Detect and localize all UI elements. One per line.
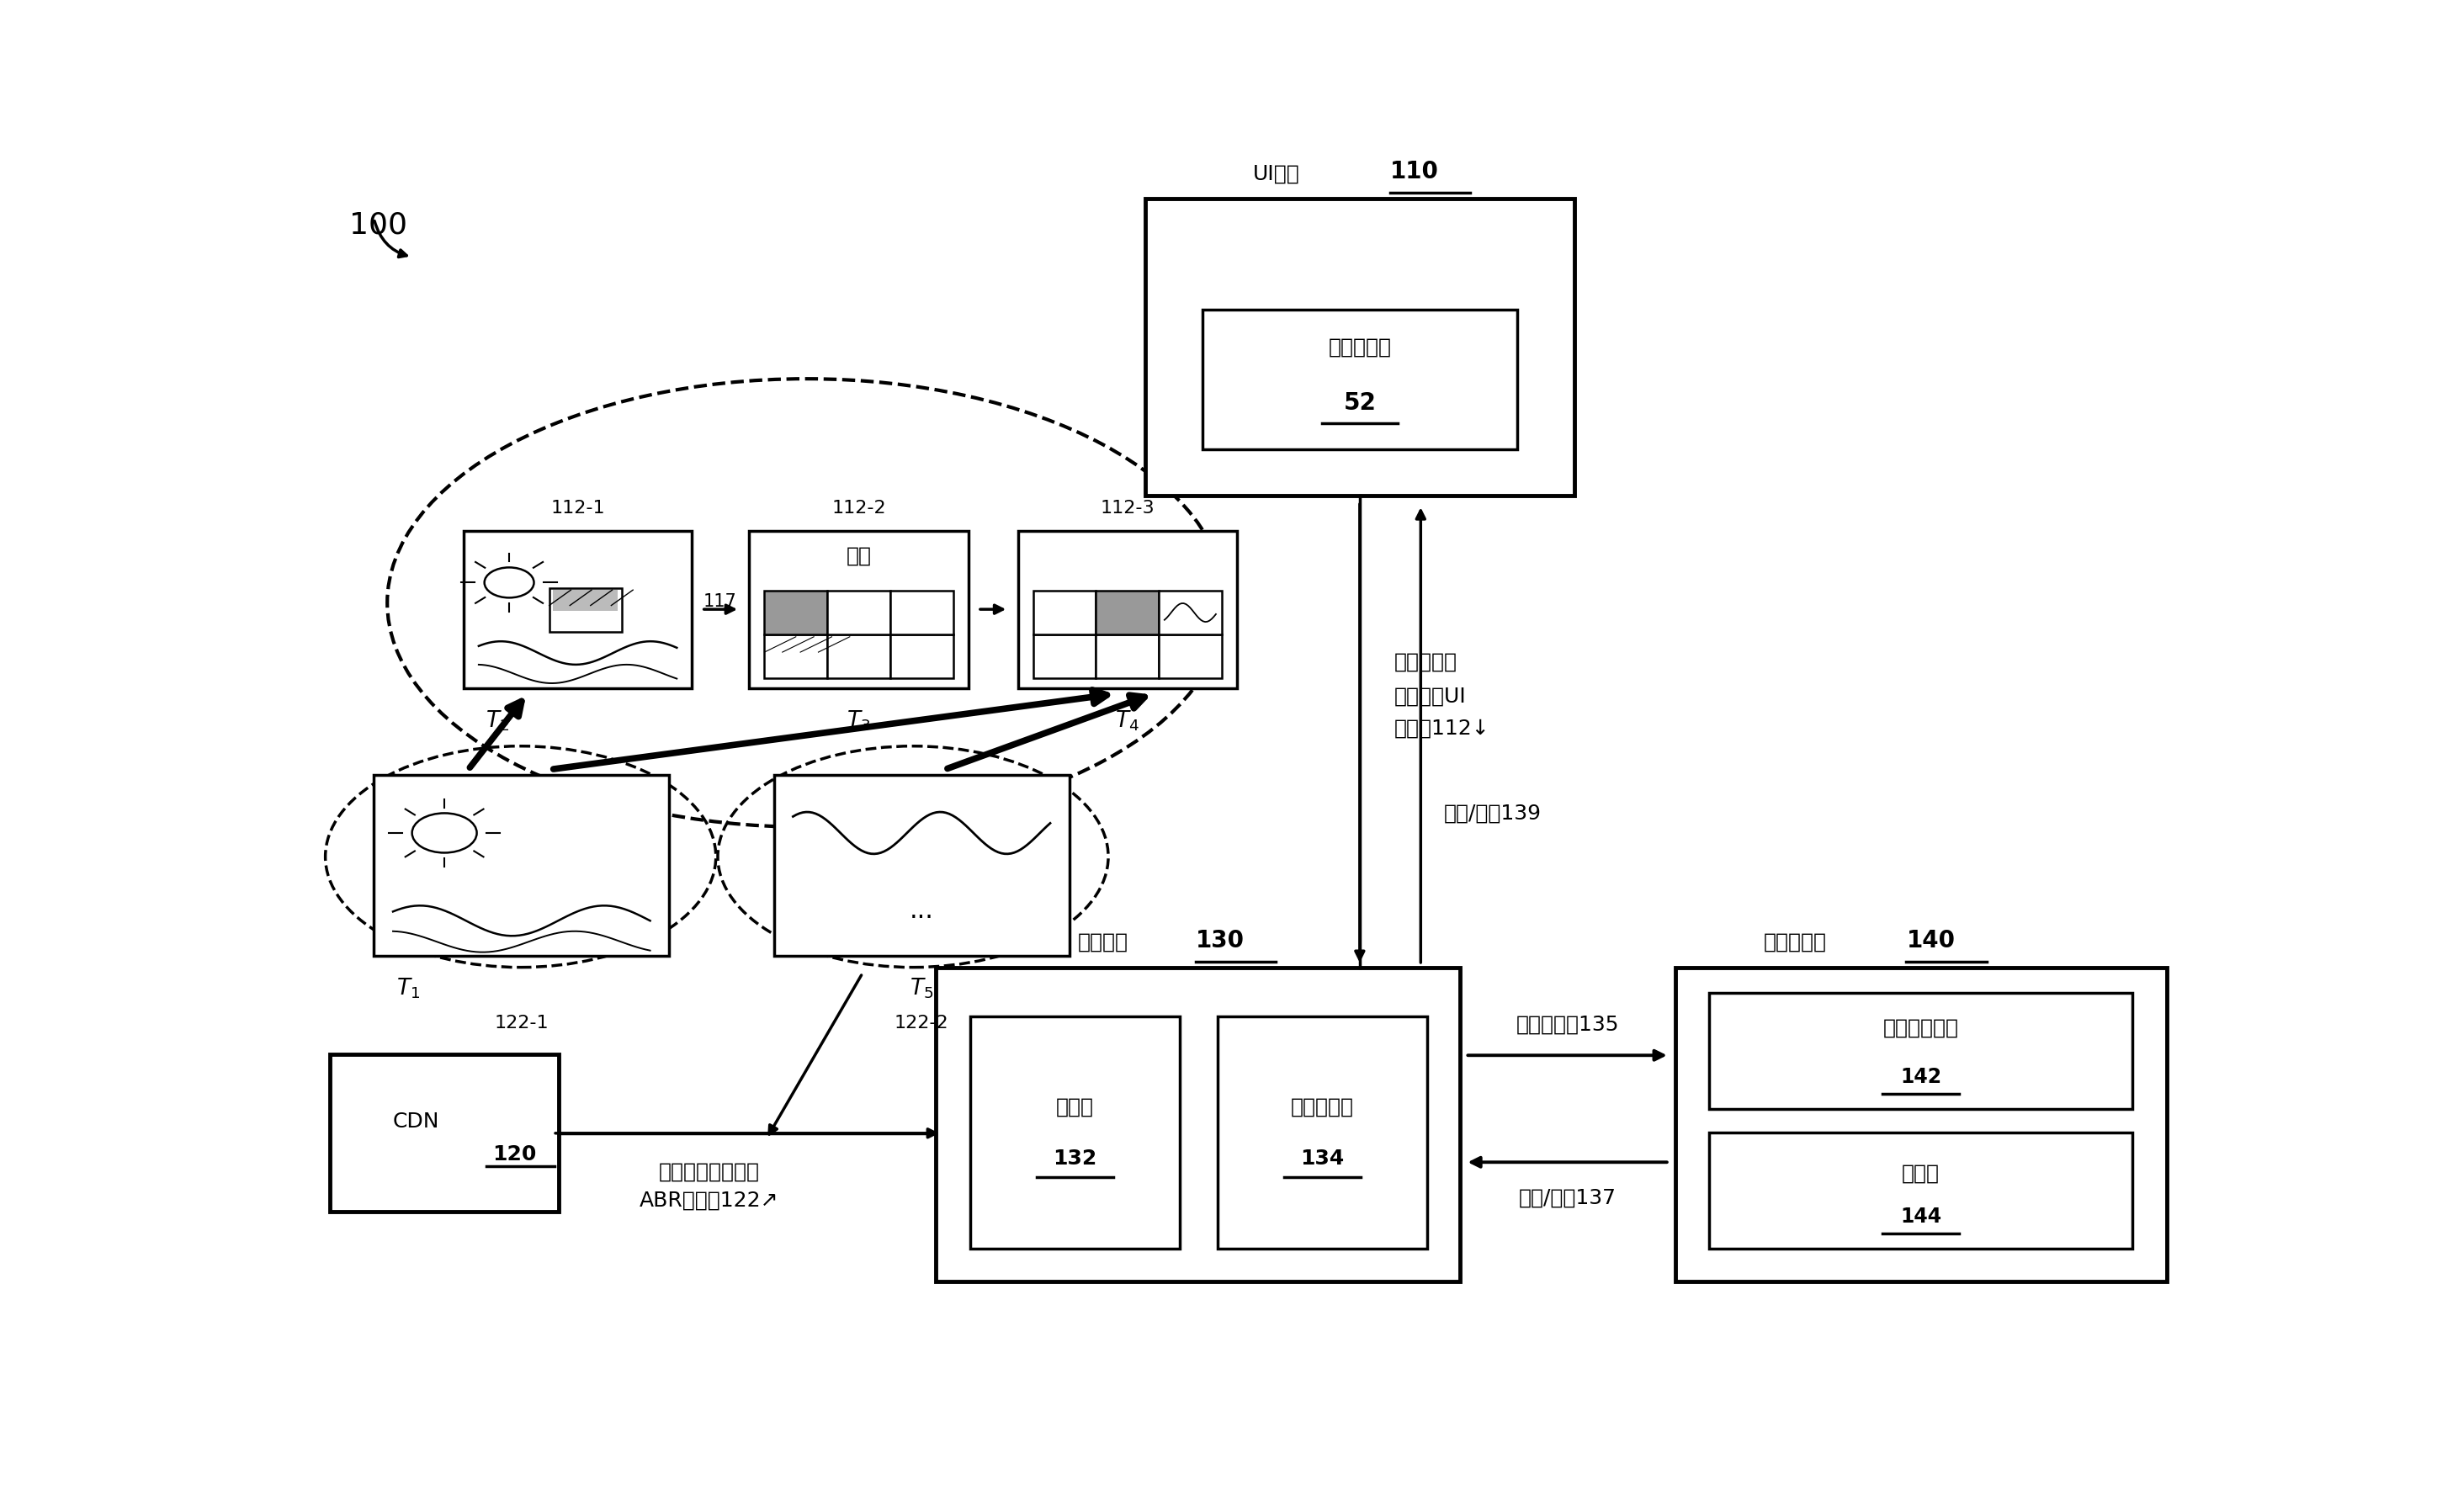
Text: 缓冲内容（例如，: 缓冲内容（例如， <box>659 1161 760 1182</box>
Bar <box>890 635 954 679</box>
Text: 140: 140 <box>1907 928 1954 953</box>
Text: 视频）112↓: 视频）112↓ <box>1394 718 1490 738</box>
Text: 边缘设备: 边缘设备 <box>1077 931 1128 953</box>
Text: $T_3$: $T_3$ <box>848 709 870 732</box>
Bar <box>329 1055 558 1211</box>
Bar <box>1018 531 1236 688</box>
Text: $T_5$: $T_5$ <box>909 977 934 1001</box>
Text: ...: ... <box>909 898 934 922</box>
Text: 低延迟内容: 低延迟内容 <box>1394 652 1458 671</box>
Text: ABR视频）122↗: ABR视频）122↗ <box>639 1190 779 1211</box>
Bar <box>1032 635 1096 679</box>
Text: 多路复用器: 多路复用器 <box>1290 1096 1354 1117</box>
Text: 120: 120 <box>492 1145 536 1164</box>
Bar <box>890 591 954 635</box>
Bar <box>465 531 693 688</box>
Text: 144: 144 <box>1900 1207 1942 1226</box>
Text: 122-2: 122-2 <box>895 1015 949 1031</box>
Bar <box>1145 200 1573 496</box>
Bar <box>764 591 828 635</box>
Bar <box>1674 968 2165 1282</box>
Bar <box>1202 310 1517 449</box>
Bar <box>936 968 1460 1282</box>
Text: 112-2: 112-2 <box>831 500 885 517</box>
Text: 142: 142 <box>1900 1066 1942 1087</box>
Text: （例如，UI: （例如，UI <box>1394 686 1465 706</box>
Text: 客户端视频135: 客户端视频135 <box>1517 1015 1620 1034</box>
Text: 130: 130 <box>1195 928 1244 953</box>
Text: 112-1: 112-1 <box>551 500 605 517</box>
Text: 100: 100 <box>349 210 408 239</box>
Bar <box>1708 993 2131 1110</box>
Text: CDN: CDN <box>393 1111 440 1131</box>
Bar <box>1096 635 1158 679</box>
Text: 112-3: 112-3 <box>1101 500 1155 517</box>
Text: 110: 110 <box>1389 160 1438 184</box>
Bar <box>1158 591 1222 635</box>
Text: 控制器: 控制器 <box>1057 1096 1094 1117</box>
Bar <box>374 776 669 956</box>
Text: $T_2$: $T_2$ <box>487 709 509 732</box>
Text: 请求/反馈137: 请求/反馈137 <box>1519 1188 1617 1208</box>
Bar <box>1217 1016 1428 1249</box>
Bar <box>750 531 968 688</box>
Bar <box>1096 591 1158 635</box>
Bar <box>1708 1132 2131 1249</box>
Text: 132: 132 <box>1052 1148 1096 1169</box>
Text: 转变选择器: 转变选择器 <box>1327 337 1391 357</box>
Text: $T_1$: $T_1$ <box>396 977 420 1001</box>
Text: 图像: 图像 <box>846 546 870 565</box>
Text: 客户端缓冲器: 客户端缓冲器 <box>1883 1018 1959 1037</box>
Text: 请求/反馈139: 请求/反馈139 <box>1443 803 1541 823</box>
Text: 122-1: 122-1 <box>494 1015 548 1031</box>
Text: 52: 52 <box>1345 392 1376 414</box>
Bar <box>774 776 1069 956</box>
Text: 134: 134 <box>1300 1148 1345 1169</box>
Text: 117: 117 <box>703 593 737 609</box>
Bar <box>828 591 890 635</box>
Bar <box>764 635 828 679</box>
Bar <box>553 590 617 611</box>
Bar <box>971 1016 1180 1249</box>
Text: 客户端设备: 客户端设备 <box>1762 931 1826 953</box>
Text: 解码器: 解码器 <box>1902 1163 1939 1184</box>
Text: $T_4$: $T_4$ <box>1116 709 1141 732</box>
Bar <box>1032 591 1096 635</box>
Bar <box>1158 635 1222 679</box>
Bar <box>548 588 622 632</box>
Bar <box>828 635 890 679</box>
Text: UI引擎: UI引擎 <box>1254 163 1300 184</box>
